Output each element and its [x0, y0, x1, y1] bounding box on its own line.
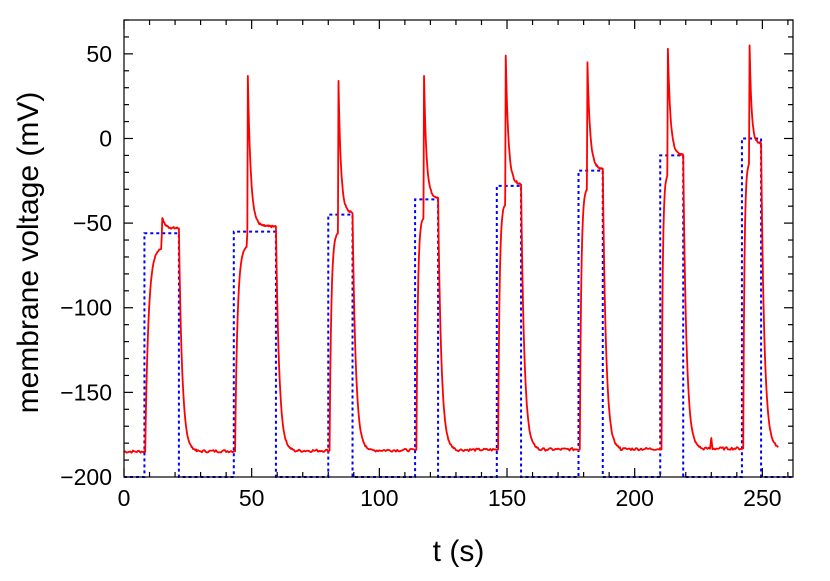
x-axis-label: t (s) [433, 535, 485, 568]
x-tick-label: 250 [743, 485, 781, 511]
stimulus-series-line [124, 137, 793, 478]
x-tick-label: 0 [118, 485, 131, 511]
y-tick-label: −50 [73, 210, 112, 236]
plot-frame [123, 19, 794, 478]
y-axis-label: membrane voltage (mV) [12, 92, 45, 414]
y-tick-label: 0 [99, 125, 112, 151]
x-tick-label: 100 [360, 485, 398, 511]
y-tick-label: −200 [60, 464, 112, 490]
plot-area [123, 44, 793, 478]
y-tick-label: 50 [86, 41, 112, 67]
y-tick-label: −100 [60, 295, 112, 321]
x-tick-label: 200 [615, 485, 653, 511]
axis-ticks [123, 19, 793, 478]
voltage-series-line [123, 44, 779, 454]
axis-tick-labels: 0 50 100 150 200 250 −200 −150 −100 −50 0 50 [60, 41, 781, 511]
x-tick-label: 50 [239, 485, 265, 511]
y-tick-label: −150 [60, 379, 112, 405]
x-tick-label: 150 [488, 485, 526, 511]
